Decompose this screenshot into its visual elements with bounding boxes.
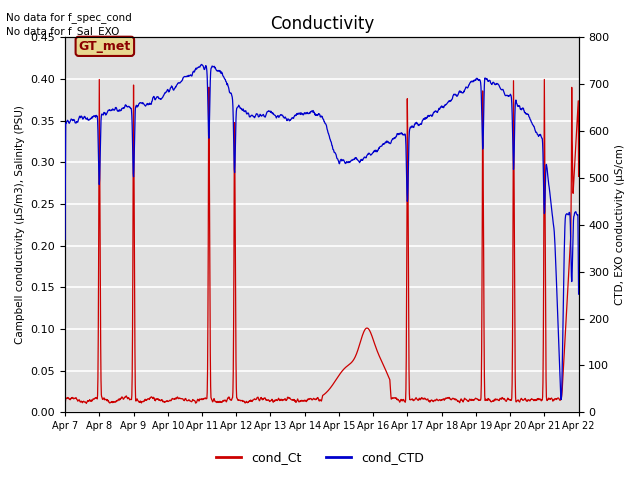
Legend: cond_Ct, cond_CTD: cond_Ct, cond_CTD <box>211 446 429 469</box>
Text: GT_met: GT_met <box>79 40 131 53</box>
Y-axis label: CTD, EXO conductivity (μS/cm): CTD, EXO conductivity (μS/cm) <box>615 144 625 305</box>
Title: Conductivity: Conductivity <box>269 15 374 33</box>
Text: No data for f_spec_cond: No data for f_spec_cond <box>6 12 132 23</box>
Y-axis label: Campbell conductivity (μS/m3), Salinity (PSU): Campbell conductivity (μS/m3), Salinity … <box>15 106 25 344</box>
Text: No data for f_Sal_EXO: No data for f_Sal_EXO <box>6 26 120 37</box>
